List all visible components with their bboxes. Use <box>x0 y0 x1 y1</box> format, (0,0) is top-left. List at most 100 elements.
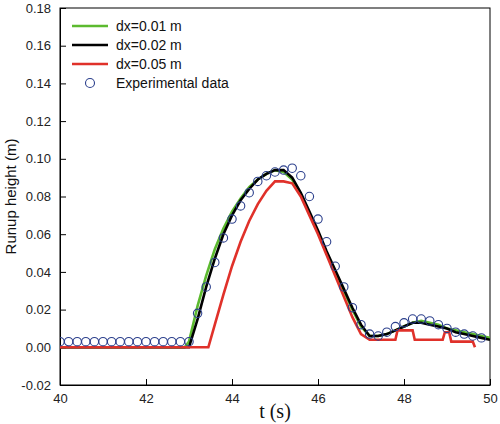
data-point <box>125 337 133 345</box>
y-tick: 0.02 <box>26 302 66 317</box>
x-tick: 48 <box>397 379 411 406</box>
data-point <box>357 320 365 328</box>
data-point <box>159 337 167 345</box>
data-point <box>288 164 296 172</box>
y-tick-label: 0.18 <box>26 1 51 16</box>
plot-frame <box>60 8 490 385</box>
y-tick-mark <box>60 46 66 47</box>
y-tick: 0.00 <box>26 340 66 355</box>
data-point <box>340 283 348 291</box>
data-point <box>193 309 201 317</box>
data-point <box>365 330 373 338</box>
y-tick: -0.02 <box>21 378 66 393</box>
data-point <box>116 337 124 345</box>
y-tick-label: 0.06 <box>26 227 51 242</box>
data-point <box>279 166 287 174</box>
y-tick: 0.04 <box>26 265 66 280</box>
data-point <box>417 315 425 323</box>
y-tick: 0.08 <box>26 189 66 204</box>
data-layer <box>60 164 490 347</box>
legend-label: dx=0.01 m <box>116 18 182 34</box>
legend: dx=0.01 m dx=0.02 m dx=0.05 m Experimental … <box>72 18 229 91</box>
y-tick-mark <box>60 272 66 273</box>
y-tick-label: 0.14 <box>26 76 51 91</box>
y-tick-mark <box>60 159 66 160</box>
data-point <box>90 337 98 345</box>
data-point <box>408 315 416 323</box>
x-tick: 44 <box>225 379 239 406</box>
data-point <box>60 337 64 345</box>
chart: 40 42 44 46 48 50 -0.02 0.00 0.02 0.04 0.06 0.08 0.1… <box>0 0 500 424</box>
x-tick-mark <box>404 379 405 385</box>
x-tick: 42 <box>139 379 153 406</box>
data-point <box>391 322 399 330</box>
data-point <box>82 337 90 345</box>
data-point <box>211 258 219 266</box>
data-point <box>228 215 236 223</box>
y-axis-title: Runup height (m) <box>2 139 19 255</box>
data-point <box>443 324 451 332</box>
data-point <box>73 337 81 345</box>
x-tick-mark <box>318 379 319 385</box>
data-point <box>322 238 330 246</box>
x-axis-line <box>61 385 491 386</box>
y-tick: 0.16 <box>26 38 66 53</box>
legend-label: dx=0.05 m <box>116 56 182 72</box>
data-point <box>400 319 408 327</box>
data-point <box>254 177 262 185</box>
data-point <box>305 192 313 200</box>
data-line <box>60 170 490 347</box>
x-tick-label: 40 <box>53 391 67 406</box>
y-tick-label: 0.04 <box>26 265 51 280</box>
x-tick-label: 50 <box>483 391 497 406</box>
y-tick-label: 0.16 <box>26 38 51 53</box>
y-tick: 0.06 <box>26 227 66 242</box>
x-tick: 50 <box>483 379 497 406</box>
data-point <box>150 337 158 345</box>
scatter-series <box>60 164 486 346</box>
data-point <box>176 337 184 345</box>
plot: 40 42 44 46 48 50 -0.02 0.00 0.02 0.04 0.06 0.08 0.1… <box>21 1 497 407</box>
data-point <box>236 202 244 210</box>
data-point <box>271 168 279 176</box>
data-point <box>477 334 485 342</box>
y-tick-mark <box>60 83 66 84</box>
y-tick-label: 0.00 <box>26 340 51 355</box>
data-point <box>374 332 382 340</box>
data-point <box>331 262 339 270</box>
data-line <box>60 170 490 347</box>
data-line <box>60 181 475 347</box>
data-point <box>262 172 270 180</box>
data-point <box>133 337 141 345</box>
x-tick-label: 48 <box>397 391 411 406</box>
legend-label: dx=0.02 m <box>116 37 182 53</box>
data-point <box>297 172 305 180</box>
y-tick: 0.14 <box>26 76 66 91</box>
x-tick-mark <box>490 379 491 385</box>
legend-label: Experimental data <box>116 75 229 91</box>
y-tick-label: 0.10 <box>26 151 51 166</box>
y-tick: 0.18 <box>26 1 66 16</box>
data-point <box>99 337 107 345</box>
data-point <box>460 330 468 338</box>
x-axis-title: t (s) <box>259 400 291 423</box>
data-point <box>245 189 253 197</box>
data-point <box>107 337 115 345</box>
legend-line <box>72 25 108 28</box>
data-point <box>434 320 442 328</box>
y-tick-mark <box>60 385 66 386</box>
legend-line <box>72 63 108 66</box>
x-tick-label: 44 <box>225 391 239 406</box>
x-tick-label: 46 <box>311 391 325 406</box>
y-tick-mark <box>60 310 66 311</box>
legend-line <box>72 44 108 47</box>
data-point <box>469 332 477 340</box>
y-tick-mark <box>60 234 66 235</box>
data-point <box>314 215 322 223</box>
y-tick-label: 0.08 <box>26 189 51 204</box>
y-axis: -0.020.000.020.040.060.080.100.120.140.1… <box>21 1 66 393</box>
y-tick-mark <box>60 8 66 9</box>
y-tick-label: 0.02 <box>26 302 51 317</box>
x-tick: 46 <box>311 379 325 406</box>
data-point <box>202 283 210 291</box>
